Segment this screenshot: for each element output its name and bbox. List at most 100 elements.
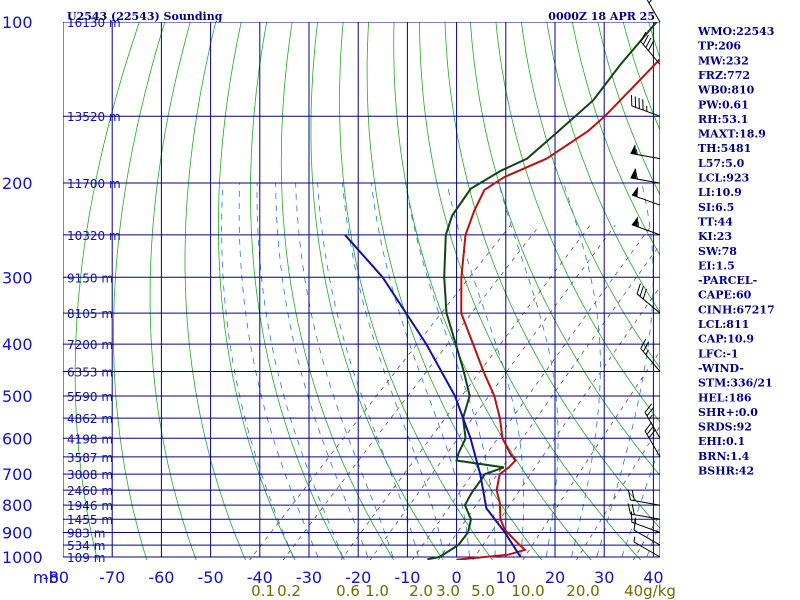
dry-adiabat: [280, 22, 395, 560]
stat-line: CAP:10.9: [698, 333, 754, 346]
mixing-ratio-line: [522, 350, 660, 560]
wind-barb-flag: [634, 168, 638, 180]
wind-barb-flag: [644, 403, 653, 413]
wind-barb-flag: [640, 338, 647, 349]
wind-barb-flag: [647, 40, 654, 51]
wind-barb-staff: [636, 293, 661, 314]
stat-line: TP:206: [698, 40, 741, 53]
wind-barb: [627, 489, 661, 506]
pressure-tick-label: 1000: [2, 548, 43, 567]
temp-tick-label: -10: [394, 568, 420, 587]
mixing-ratio-label: 3.0: [436, 582, 460, 600]
wind-barb: [644, 0, 661, 23]
wind-barb-half: [635, 149, 638, 155]
dry-adiabat: [546, 22, 660, 314]
dry-adiabat: [184, 22, 247, 560]
height-label: 534 m: [67, 539, 105, 553]
moist-adiabat: [405, 183, 496, 560]
stat-line: WMO:22543: [697, 25, 774, 38]
stat-line: BSHR:42: [698, 465, 754, 478]
parcel-line: [344, 234, 522, 558]
wind-barb-flag: [642, 99, 644, 111]
height-label: 8105 m: [67, 307, 113, 321]
wind-barb-staff: [640, 348, 661, 372]
mixing-ratio-line: [472, 286, 660, 560]
moist-adiabat: [595, 183, 654, 560]
wind-barb-flag: [627, 489, 631, 501]
wind-barb: [633, 536, 661, 558]
wind-barb-flag: [640, 31, 647, 42]
wind-barb-staff: [644, 412, 661, 439]
wind-barb-flag: [630, 95, 633, 106]
temp-tick-label: 40: [643, 568, 663, 587]
dry-adiabat: [149, 22, 197, 560]
wind-barb-staff: [644, 0, 661, 23]
stat-line: EHI:0.1: [698, 435, 745, 448]
mixing-ratio-label: 5.0: [471, 582, 495, 600]
wind-barb: [640, 338, 661, 372]
stat-line: LI:10.9: [698, 186, 742, 199]
wind-barb-half: [648, 0, 653, 4]
wind-barb-flag: [631, 504, 635, 515]
wind-barb-half: [637, 221, 639, 228]
height-label: 9150 m: [67, 271, 113, 285]
wind-barb-staff: [633, 529, 661, 546]
stat-line: LCL:811: [698, 318, 749, 331]
wind-barb: [630, 168, 661, 184]
wind-barb-staff: [631, 105, 661, 117]
height-label: 3587 m: [67, 451, 113, 465]
dry-adiabat: [113, 22, 166, 560]
mixing-ratio-line: [411, 225, 652, 560]
temp-unit-prefix: mb: [33, 568, 59, 587]
wind-barb-flag: [646, 407, 655, 417]
wind-barb-half: [648, 414, 653, 420]
pressure-tick-label: 500: [2, 387, 33, 406]
wind-barb-flag: [646, 425, 655, 435]
dry-adiabat: [495, 22, 660, 423]
wind-barb: [630, 511, 661, 533]
mixing-ratio-label: 40g/kg: [624, 582, 676, 600]
mixing-ratio-label: 1.0: [365, 582, 389, 600]
height-label: 1455 m: [67, 513, 113, 527]
wind-barb-staff: [631, 194, 661, 206]
wind-barb-staff: [631, 224, 661, 236]
mixing-ratio-line: [282, 225, 540, 560]
wind-barb-flag: [639, 285, 644, 297]
height-label: 3008 m: [67, 468, 113, 482]
wind-barb-half: [646, 106, 648, 112]
stat-line: PW:0.61: [698, 98, 749, 111]
wind-barb-pennant: [630, 168, 637, 179]
stat-line: STM:336/21: [698, 377, 773, 390]
mixing-ratio-label: 2.0: [409, 582, 433, 600]
mixing-ratio-label: 10.0: [511, 582, 544, 600]
temp-tick-label: -40: [247, 568, 273, 587]
stat-line: -PARCEL-: [698, 274, 757, 287]
temp-tick-label: 20: [545, 568, 565, 587]
dry-adiabat: [520, 22, 660, 369]
temp-tick-label: -50: [198, 568, 224, 587]
temp-tick-label: 30: [594, 568, 614, 587]
wind-barb: [627, 503, 661, 520]
grid: [63, 22, 660, 560]
stat-line: SW:78: [698, 245, 737, 258]
dry-adiabat: [250, 22, 345, 560]
stat-line: LCL:923: [698, 172, 749, 185]
pressure-tick-label: 100: [2, 13, 33, 32]
temperature-line: [456, 57, 660, 560]
mixing-ratio-line: [369, 225, 616, 560]
stat-line: MW:232: [698, 54, 749, 67]
height-label: 5590 m: [67, 390, 113, 404]
wind-barb-staff: [631, 521, 661, 533]
dewpoint-line: [427, 22, 658, 560]
station-title: U2543 (22543) Sounding: [67, 10, 223, 23]
stat-line: LFC:-1: [698, 347, 739, 360]
moist-adiabat: [498, 182, 559, 560]
stat-line: SRDS:92: [698, 421, 752, 434]
wind-barb-flag: [627, 503, 631, 515]
stat-line: -WIND-: [698, 362, 744, 375]
height-label: 10320 m: [67, 229, 121, 243]
wind-barb-flag: [642, 341, 649, 352]
stat-line: EI:1.5: [698, 259, 735, 272]
